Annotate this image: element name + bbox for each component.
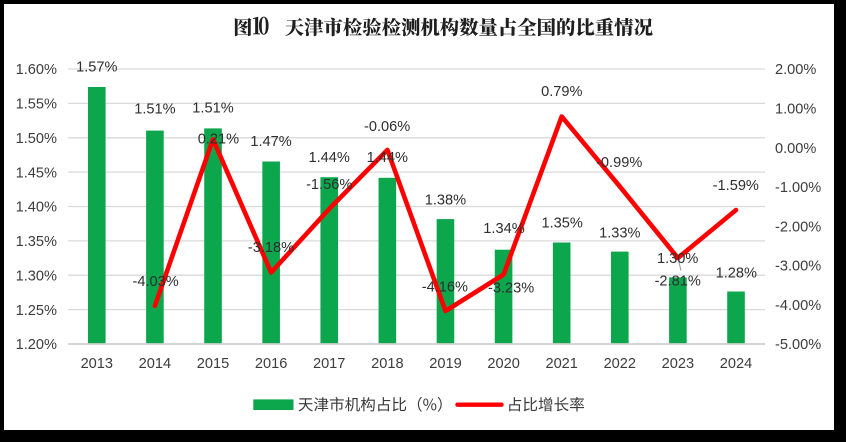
svg-text:0.00%: 0.00% [775, 141, 816, 157]
svg-text:1.47%: 1.47% [250, 134, 291, 150]
svg-text:1.30%: 1.30% [16, 268, 57, 284]
svg-text:-4.03%: -4.03% [132, 274, 178, 290]
svg-text:1.51%: 1.51% [134, 102, 175, 118]
svg-text:1.00%: 1.00% [775, 102, 816, 118]
svg-text:2014: 2014 [139, 356, 171, 372]
svg-text:1.55%: 1.55% [16, 97, 57, 113]
svg-text:2021: 2021 [545, 356, 577, 372]
svg-text:0.21%: 0.21% [198, 131, 239, 147]
svg-text:1.45%: 1.45% [16, 165, 57, 181]
svg-text:2.00%: 2.00% [775, 62, 816, 78]
svg-text:1.57%: 1.57% [76, 60, 117, 76]
svg-text:-1.59%: -1.59% [713, 178, 759, 194]
svg-text:-1.56%: -1.56% [306, 177, 352, 193]
svg-text:1.60%: 1.60% [16, 62, 57, 78]
svg-text:0.79%: 0.79% [541, 84, 582, 100]
svg-text:1.33%: 1.33% [599, 226, 640, 242]
svg-text:-3.23%: -3.23% [488, 281, 534, 297]
svg-text:-0.06%: -0.06% [364, 119, 410, 135]
svg-text:2024: 2024 [720, 356, 752, 372]
svg-text:1.20%: 1.20% [16, 337, 57, 353]
svg-text:2019: 2019 [429, 356, 461, 372]
svg-text:-3.00%: -3.00% [775, 259, 821, 275]
svg-text:1.51%: 1.51% [192, 101, 233, 117]
svg-text:-1.00%: -1.00% [775, 180, 821, 196]
svg-text:2022: 2022 [604, 356, 636, 372]
svg-text:1.28%: 1.28% [716, 265, 757, 281]
svg-text:2017: 2017 [313, 356, 345, 372]
svg-text:2016: 2016 [255, 356, 287, 372]
svg-text:2018: 2018 [371, 356, 403, 372]
svg-text:-4.16%: -4.16% [422, 279, 468, 295]
svg-text:-4.00%: -4.00% [775, 298, 821, 314]
svg-text:-2.00%: -2.00% [775, 219, 821, 235]
svg-text:1.30%: 1.30% [657, 251, 698, 267]
svg-text:1.44%: 1.44% [367, 150, 408, 166]
svg-text:-2.81%: -2.81% [655, 274, 701, 290]
svg-text:-3.18%: -3.18% [248, 240, 294, 256]
svg-text:1.40%: 1.40% [16, 200, 57, 216]
svg-text:2023: 2023 [662, 356, 694, 372]
svg-text:1.50%: 1.50% [16, 131, 57, 147]
svg-text:2015: 2015 [197, 356, 229, 372]
svg-text:1.35%: 1.35% [542, 215, 583, 231]
svg-text:1.25%: 1.25% [16, 303, 57, 319]
svg-text:-0.99%: -0.99% [596, 155, 642, 171]
svg-text:2013: 2013 [81, 356, 113, 372]
svg-text:1.34%: 1.34% [483, 221, 524, 237]
svg-text:-5.00%: -5.00% [775, 337, 821, 353]
svg-text:1.44%: 1.44% [309, 150, 350, 166]
svg-text:2020: 2020 [487, 356, 519, 372]
svg-text:1.35%: 1.35% [16, 234, 57, 250]
svg-text:1.38%: 1.38% [425, 192, 466, 208]
